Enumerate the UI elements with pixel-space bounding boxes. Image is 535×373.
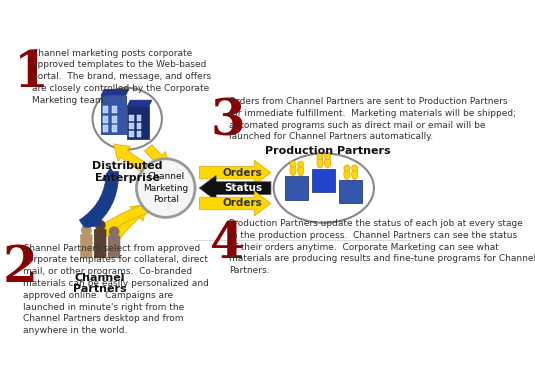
Bar	[136, 123, 141, 129]
FancyArrowPatch shape	[95, 204, 149, 236]
Text: Channel Partners select from approved
corporate templates for collateral, direct: Channel Partners select from approved co…	[23, 244, 209, 335]
FancyArrowPatch shape	[200, 191, 271, 216]
FancyArrowPatch shape	[114, 144, 154, 176]
FancyArrowPatch shape	[200, 176, 271, 201]
Text: Channel marketing posts corporate
approved templates to the Web-based
portal.  T: Channel marketing posts corporate approv…	[33, 48, 211, 105]
Text: Status: Status	[224, 183, 262, 193]
Circle shape	[109, 226, 119, 237]
Bar	[103, 106, 109, 113]
FancyArrowPatch shape	[109, 205, 148, 242]
FancyBboxPatch shape	[108, 236, 120, 258]
Circle shape	[317, 153, 323, 160]
Ellipse shape	[290, 165, 296, 176]
Text: Orders: Orders	[223, 198, 263, 209]
Circle shape	[95, 220, 105, 231]
Bar	[129, 123, 134, 129]
Ellipse shape	[317, 157, 323, 168]
Bar	[112, 116, 117, 122]
Polygon shape	[101, 90, 129, 95]
Text: Channel
Partners: Channel Partners	[73, 273, 127, 294]
Circle shape	[325, 153, 331, 160]
Bar	[127, 106, 149, 139]
Circle shape	[344, 165, 350, 171]
FancyBboxPatch shape	[80, 234, 93, 258]
Bar	[339, 181, 362, 204]
Circle shape	[297, 161, 304, 167]
Bar	[103, 125, 109, 132]
Text: 2: 2	[3, 244, 38, 293]
Bar	[136, 131, 141, 137]
Ellipse shape	[297, 165, 304, 176]
FancyArrowPatch shape	[86, 172, 118, 228]
FancyBboxPatch shape	[94, 229, 106, 258]
Text: 1: 1	[14, 49, 49, 98]
Ellipse shape	[274, 153, 374, 223]
Bar	[103, 116, 109, 122]
Text: Production Partners update the status of each job at every stage
in the producti: Production Partners update the status of…	[229, 219, 535, 275]
Bar	[112, 125, 117, 132]
Circle shape	[351, 165, 358, 171]
Ellipse shape	[344, 169, 350, 179]
Bar	[285, 176, 308, 200]
Circle shape	[81, 225, 91, 236]
Circle shape	[290, 161, 296, 167]
Polygon shape	[127, 100, 152, 106]
Bar	[129, 131, 134, 137]
Bar	[101, 95, 126, 134]
FancyArrowPatch shape	[144, 145, 171, 167]
Bar	[112, 106, 117, 113]
Text: 4: 4	[210, 220, 245, 269]
Circle shape	[136, 159, 195, 217]
Text: Production Partners: Production Partners	[265, 146, 391, 156]
Text: Orders from Channel Partners are sent to Production Partners
for immediate fulfi: Orders from Channel Partners are sent to…	[229, 97, 516, 141]
Text: Distributed
Enterprise: Distributed Enterprise	[92, 161, 163, 183]
Ellipse shape	[93, 88, 162, 150]
Bar	[312, 169, 335, 192]
Ellipse shape	[351, 169, 358, 179]
FancyArrowPatch shape	[79, 168, 118, 227]
FancyArrowPatch shape	[200, 160, 271, 185]
Text: Channel
Marketing
Portal: Channel Marketing Portal	[143, 172, 188, 204]
Text: 3: 3	[210, 98, 245, 147]
Text: Orders: Orders	[223, 167, 263, 178]
Bar	[129, 115, 134, 121]
Ellipse shape	[325, 157, 331, 168]
Bar	[136, 115, 141, 121]
